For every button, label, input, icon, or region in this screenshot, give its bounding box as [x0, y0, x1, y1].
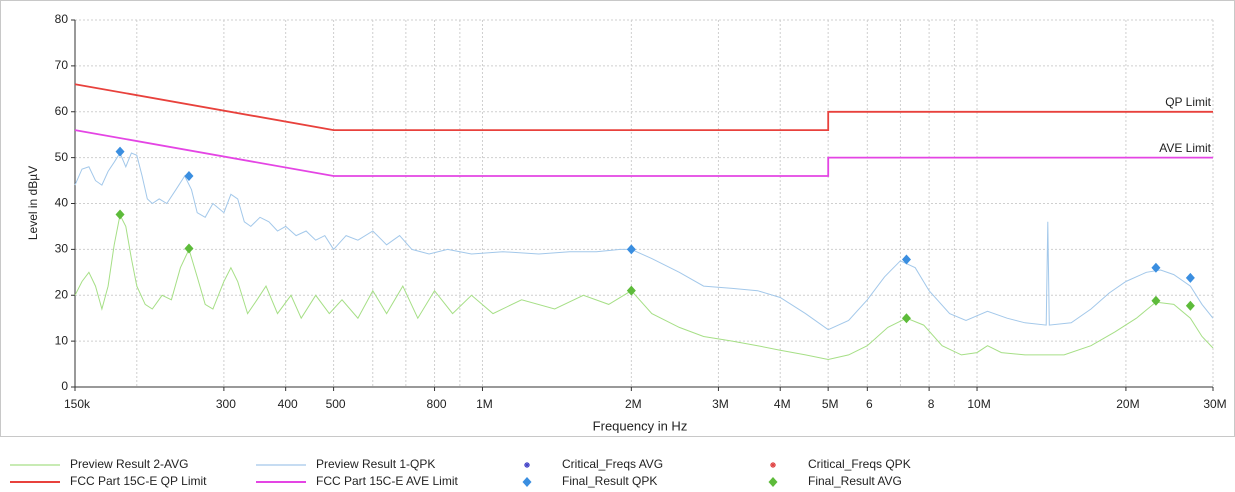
marker	[115, 146, 125, 157]
y-tick-label: 0	[61, 379, 68, 393]
series-line	[74, 151, 1214, 331]
x-tick-label: 4M	[774, 397, 791, 411]
y-tick-label: 60	[55, 104, 69, 118]
marker	[901, 313, 911, 324]
marker	[115, 209, 125, 220]
y-axis-title: Level in dBµV	[26, 166, 40, 240]
legend-swatch	[770, 462, 776, 468]
y-tick-label: 70	[55, 58, 69, 72]
x-tick-label: 300	[216, 397, 236, 411]
chart-frame	[0, 0, 1235, 437]
x-tick-label: 500	[326, 397, 346, 411]
marker	[901, 254, 911, 265]
marker	[626, 285, 636, 296]
x-axis-title: Frequency in Hz	[593, 418, 688, 433]
x-tick-label: 6	[866, 397, 873, 411]
x-tick-label: 150k	[64, 397, 91, 411]
limit-label: AVE Limit	[1159, 141, 1211, 155]
x-tick-label: 10M	[967, 397, 990, 411]
x-tick-label: 20M	[1116, 397, 1139, 411]
series-line	[74, 129, 1213, 177]
legend-swatch	[524, 462, 530, 468]
x-tick-label: 1M	[476, 397, 493, 411]
y-tick-label: 20	[55, 287, 69, 301]
legend-label: Final_Result AVG	[808, 474, 902, 488]
series-line	[74, 213, 1214, 361]
legend-label: Final_Result QPK	[562, 474, 657, 488]
marker	[1185, 272, 1195, 283]
x-tick-label: 8	[928, 397, 935, 411]
limit-label: QP Limit	[1165, 95, 1211, 109]
y-tick-label: 50	[55, 150, 69, 164]
legend-label: Preview Result 1-QPK	[316, 457, 435, 471]
x-tick-label: 2M	[625, 397, 642, 411]
marker	[184, 170, 194, 181]
y-tick-label: 30	[55, 242, 69, 256]
marker	[626, 244, 636, 255]
x-tick-label: 400	[278, 397, 298, 411]
x-tick-label: 5M	[822, 397, 839, 411]
legend-label: Critical_Freqs QPK	[808, 457, 911, 471]
x-tick-label: 30M	[1203, 397, 1226, 411]
legend-label: Preview Result 2-AVG	[70, 457, 188, 471]
y-tick-label: 80	[55, 12, 69, 26]
legend-label: FCC Part 15C-E AVE Limit	[316, 474, 458, 488]
legend-swatch	[768, 477, 778, 487]
legend-label: FCC Part 15C-E QP Limit	[70, 474, 207, 488]
y-tick-label: 10	[55, 333, 69, 347]
x-tick-label: 800	[427, 397, 447, 411]
x-tick-label: 3M	[712, 397, 729, 411]
y-tick-label: 40	[55, 196, 69, 210]
marker	[184, 243, 194, 254]
marker	[1185, 300, 1195, 311]
marker	[1151, 295, 1161, 306]
legend-label: Critical_Freqs AVG	[562, 457, 663, 471]
marker	[1151, 262, 1161, 273]
legend-swatch	[522, 477, 532, 487]
series-line	[74, 83, 1213, 131]
